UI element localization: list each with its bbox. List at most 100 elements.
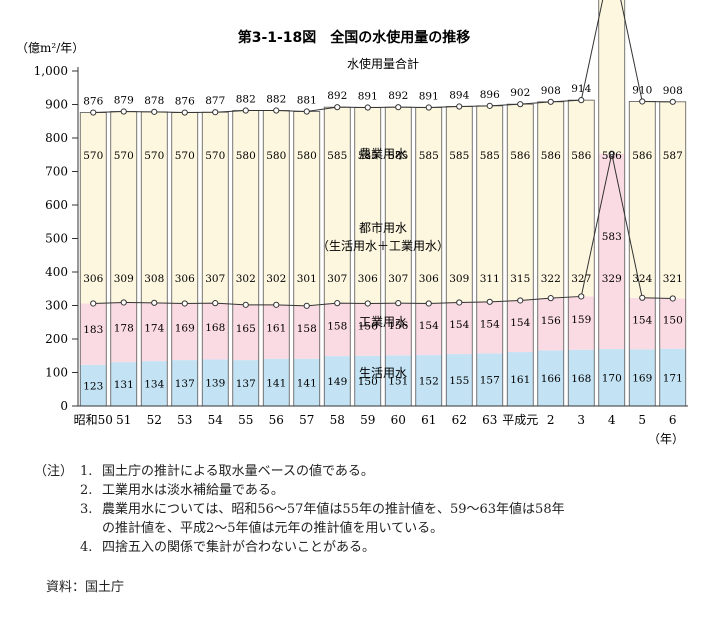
urban-value-label: 309	[114, 273, 134, 285]
total-value-label: 908	[663, 85, 683, 97]
x-tick-label: 3	[577, 413, 585, 427]
bar-segment-domestic	[385, 355, 412, 406]
x-tick-label: 5	[638, 413, 646, 427]
urban-value-label: 306	[175, 273, 195, 285]
agriculture-value-label: 586	[541, 150, 561, 162]
agriculture-value-label: 585	[388, 150, 408, 162]
note-continuation: の推計値を、平成2～5年値は元年の推計値を用いている。	[102, 521, 444, 536]
agriculture-series-label: 農業用水	[359, 147, 407, 161]
bar-segment-agriculture	[659, 101, 686, 299]
y-tick-label: 400	[45, 265, 68, 279]
total-value-label: 896	[480, 89, 500, 101]
x-tick-label: 63	[482, 413, 497, 427]
domestic-value-label: 141	[297, 377, 317, 389]
x-tick-label: 2	[547, 413, 555, 427]
agriculture-value-label: 586	[632, 150, 652, 162]
domestic-value-label: 137	[236, 378, 256, 390]
bar-segment-industrial	[232, 304, 259, 361]
bar-segment-domestic	[537, 350, 564, 406]
total-value-label: 902	[510, 87, 530, 99]
bar-segment-domestic	[80, 364, 107, 406]
urban-value-label: 322	[541, 273, 561, 285]
bar-segment-industrial	[568, 296, 595, 350]
urban-label-2: （生活用水＋工業用水）	[317, 239, 449, 253]
grand-total-line-point	[547, 98, 554, 105]
y-tick-label: 500	[45, 232, 68, 246]
bar-segment-domestic	[507, 352, 534, 406]
bar-segment-industrial	[293, 305, 320, 359]
urban-label-1: 都市用水	[359, 220, 407, 235]
urban-value-label: 307	[327, 273, 347, 285]
grand-total-line-point	[181, 109, 188, 116]
domestic-value-label: 166	[541, 373, 561, 385]
bar-segment-domestic	[446, 354, 473, 406]
domestic-value-label: 152	[419, 376, 439, 388]
note-item: （注） 1. 国土庁の推計による取水量ベースの値である。	[34, 462, 565, 481]
x-tick-label: 57	[299, 413, 314, 427]
urban-value-label: 309	[449, 273, 469, 285]
grand-total-line-point	[669, 98, 676, 105]
urban-total-line-point	[608, 150, 615, 157]
bar-segment-agriculture	[324, 107, 351, 304]
notes-head: （注）	[34, 464, 74, 479]
industrial-value-label: 165	[236, 323, 256, 335]
bar-segment-domestic	[110, 362, 137, 406]
grand-total-line-point	[212, 109, 219, 116]
agriculture-value-label: 570	[175, 150, 195, 162]
urban-total-line-point	[669, 295, 676, 302]
bar-segment-agriculture	[293, 111, 320, 306]
bar-segment-industrial	[263, 304, 290, 359]
source-note: 資料：国土庁	[46, 580, 125, 595]
agriculture-value-label: 586	[602, 150, 622, 162]
bar-segment-domestic	[354, 355, 381, 406]
y-tick-label: 700	[45, 165, 68, 179]
urban-total-line-point	[517, 297, 524, 304]
note-number: 2.	[80, 483, 93, 498]
urban-value-label: 307	[388, 273, 408, 285]
y-tick-label: 200	[45, 332, 68, 346]
urban-value-label: 306	[83, 273, 103, 285]
urban-value-label: 308	[144, 273, 164, 285]
total-value-label: 876	[83, 96, 103, 108]
x-tick-label: 58	[330, 413, 345, 427]
x-tick-label: 6	[669, 413, 677, 427]
domestic-value-label: 151	[388, 376, 408, 388]
grand-total-line-point	[303, 108, 310, 115]
bar-segment-agriculture	[568, 100, 595, 297]
urban-total-line-point	[364, 300, 371, 307]
total-value-label: 879	[114, 95, 134, 107]
urban-total-line-point	[547, 295, 554, 302]
note-number: 4.	[80, 540, 93, 555]
urban-value-label: 329	[602, 273, 622, 285]
bar-segment-domestic	[171, 360, 198, 406]
urban-total-line-point	[181, 300, 188, 307]
total-value-label: 914	[571, 83, 591, 95]
y-tick-label: 0	[60, 399, 68, 413]
total-value-label: 877	[205, 95, 225, 107]
x-tick-label: 平成元	[502, 413, 538, 427]
bar-segment-agriculture	[415, 107, 442, 304]
bar-segment-agriculture	[354, 107, 381, 304]
x-tick-label: 55	[238, 413, 253, 427]
grand-total-line-point	[486, 102, 493, 109]
bar-segment-industrial	[324, 303, 351, 357]
urban-total-line-point	[90, 300, 97, 307]
bar-segment-agriculture	[263, 110, 290, 305]
x-tick-label: 52	[147, 413, 162, 427]
total-value-label: 892	[388, 90, 408, 102]
industrial-value-label: 154	[510, 317, 530, 329]
bar-segment-industrial	[598, 153, 625, 350]
bar-segment-agriculture	[385, 107, 412, 304]
bar-segment-industrial	[446, 302, 473, 355]
bar-segment-agriculture	[598, 0, 625, 154]
industrial-value-label: 183	[83, 324, 103, 336]
total-value-label: 876	[175, 96, 195, 108]
domestic-value-label: 169	[632, 373, 652, 385]
urban-total-line-point	[151, 299, 158, 306]
bar-segment-agriculture	[507, 104, 534, 301]
grand-total-line-point	[242, 107, 249, 114]
grand-total-line-point	[639, 98, 646, 105]
urban-value-label: 311	[480, 273, 500, 285]
bar-segment-industrial	[141, 302, 168, 362]
urban-total-line-point	[273, 301, 280, 308]
